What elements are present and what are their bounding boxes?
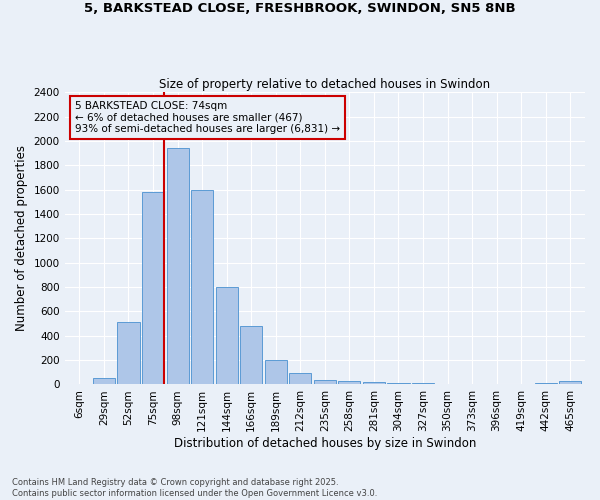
Bar bbox=[215, 287, 238, 384]
X-axis label: Distribution of detached houses by size in Swindon: Distribution of detached houses by size … bbox=[173, 437, 476, 450]
Bar bbox=[388, 383, 410, 384]
Bar bbox=[191, 190, 213, 384]
Bar bbox=[314, 380, 336, 384]
Text: 5 BARKSTEAD CLOSE: 74sqm
← 6% of detached houses are smaller (467)
93% of semi-d: 5 BARKSTEAD CLOSE: 74sqm ← 6% of detache… bbox=[75, 101, 340, 134]
Bar bbox=[167, 148, 188, 384]
Bar bbox=[240, 326, 262, 384]
Bar bbox=[289, 374, 311, 384]
Bar bbox=[118, 322, 140, 384]
Bar bbox=[535, 382, 557, 384]
Bar bbox=[265, 360, 287, 384]
Y-axis label: Number of detached properties: Number of detached properties bbox=[15, 146, 28, 332]
Bar bbox=[338, 381, 361, 384]
Bar bbox=[142, 192, 164, 384]
Text: Contains HM Land Registry data © Crown copyright and database right 2025.
Contai: Contains HM Land Registry data © Crown c… bbox=[12, 478, 377, 498]
Bar bbox=[363, 382, 385, 384]
Bar bbox=[559, 382, 581, 384]
Bar bbox=[412, 383, 434, 384]
Bar bbox=[93, 378, 115, 384]
Title: Size of property relative to detached houses in Swindon: Size of property relative to detached ho… bbox=[159, 78, 490, 91]
Text: 5, BARKSTEAD CLOSE, FRESHBROOK, SWINDON, SN5 8NB: 5, BARKSTEAD CLOSE, FRESHBROOK, SWINDON,… bbox=[84, 2, 516, 16]
